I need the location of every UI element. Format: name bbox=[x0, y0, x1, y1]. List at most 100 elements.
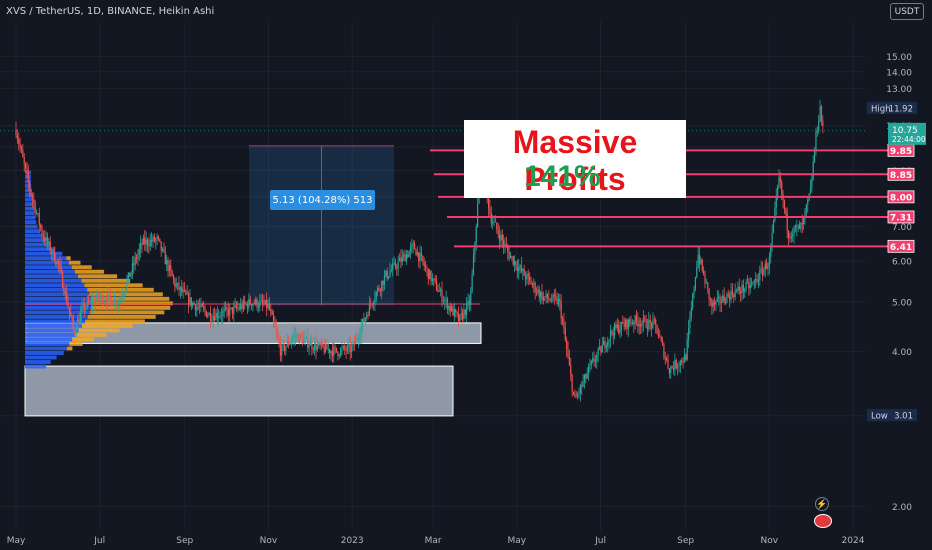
candle-body-522 bbox=[730, 290, 732, 300]
candle-body-50 bbox=[83, 304, 86, 310]
candle-body-312 bbox=[442, 301, 444, 302]
candle-body-355 bbox=[501, 235, 503, 241]
candle-body-354 bbox=[500, 235, 502, 241]
profile-bar-up-32 bbox=[25, 220, 37, 225]
candle-body-430 bbox=[604, 341, 606, 349]
candle-body-119 bbox=[178, 282, 180, 291]
candle-body-524 bbox=[733, 294, 735, 298]
candle-body-425 bbox=[597, 348, 599, 355]
candle-body-416 bbox=[585, 374, 587, 379]
candle-body-435 bbox=[611, 330, 613, 334]
candle-body-361 bbox=[509, 256, 512, 259]
candle-body-384 bbox=[541, 291, 543, 301]
candle-body-134 bbox=[198, 306, 201, 308]
candle-body-199 bbox=[287, 341, 290, 345]
lightning-icon[interactable]: ⚡ bbox=[815, 497, 829, 511]
candle-body-469 bbox=[657, 333, 660, 337]
candle-body-281 bbox=[400, 257, 402, 263]
candle-body-526 bbox=[735, 290, 738, 291]
candle-body-442 bbox=[620, 321, 623, 330]
candle-body-277 bbox=[394, 262, 397, 268]
profile-bar-up-14 bbox=[25, 301, 92, 306]
candle-body-334 bbox=[472, 254, 475, 275]
candle-body-349 bbox=[493, 221, 495, 223]
candle-body-46 bbox=[78, 319, 80, 323]
candle-body-12 bbox=[31, 195, 34, 199]
level-tag-0: 9.85 bbox=[890, 147, 912, 157]
profile-bar-up-38 bbox=[25, 193, 33, 197]
candle-body-321 bbox=[455, 309, 457, 312]
candle-body-356 bbox=[503, 240, 505, 246]
candle-body-405 bbox=[570, 365, 572, 375]
candle-body-183 bbox=[266, 299, 268, 308]
candle-body-512 bbox=[716, 297, 718, 301]
candle-body-218 bbox=[314, 342, 316, 350]
candle-body-225 bbox=[323, 346, 325, 353]
candle-body-350 bbox=[494, 221, 497, 223]
candle-body-404 bbox=[568, 356, 570, 366]
candle-body-209 bbox=[301, 336, 303, 344]
candle-body-243 bbox=[348, 344, 350, 346]
candle-body-541 bbox=[756, 278, 758, 282]
candle-body-444 bbox=[623, 323, 625, 327]
candle-body-292 bbox=[415, 249, 417, 256]
candle-body-192 bbox=[278, 337, 280, 344]
candle-body-308 bbox=[437, 290, 439, 292]
candle-body-185 bbox=[268, 303, 271, 310]
candle-body-45 bbox=[77, 319, 79, 330]
candle-body-116 bbox=[174, 279, 176, 287]
candle-body-25 bbox=[49, 241, 51, 252]
time-axis[interactable]: May Jul Sep Nov 2023 Mar May Jul Sep Nov 2024 bbox=[7, 536, 865, 546]
candle-body-377 bbox=[531, 284, 534, 286]
candle-body-398 bbox=[560, 301, 562, 319]
profile-bar-up-4 bbox=[25, 346, 67, 351]
candle-body-562 bbox=[785, 209, 787, 213]
candle-body-10 bbox=[29, 182, 31, 190]
candle-body-188 bbox=[272, 314, 275, 323]
candle-body-287 bbox=[408, 251, 410, 258]
candle-body-576 bbox=[804, 210, 806, 218]
candle-body-257 bbox=[367, 314, 369, 316]
currency-button[interactable]: USDT bbox=[890, 3, 924, 20]
price-axis[interactable]: 2.003.004.005.006.007.008.009.0010.0011.… bbox=[886, 53, 912, 513]
candle-body-412 bbox=[579, 385, 581, 394]
candle-body-118 bbox=[177, 282, 179, 285]
candle-body-583 bbox=[813, 150, 816, 162]
candle-body-490 bbox=[686, 339, 688, 360]
candle-body-66 bbox=[105, 301, 108, 304]
y-tick-label-10: 13.00 bbox=[886, 85, 912, 95]
candle-body-125 bbox=[186, 293, 188, 295]
candle-body-432 bbox=[607, 340, 609, 347]
measure-label: 5.13 (104.28%) 513 bbox=[270, 190, 375, 210]
candle-body-439 bbox=[616, 324, 618, 329]
candle-body-267 bbox=[381, 280, 383, 291]
candle-body-288 bbox=[409, 247, 412, 252]
candle-body-44 bbox=[75, 329, 77, 331]
candle-body-463 bbox=[649, 319, 651, 323]
candle-body-501 bbox=[701, 259, 703, 271]
candle-body-566 bbox=[790, 236, 792, 239]
candle-body-494 bbox=[692, 294, 694, 308]
candle-body-379 bbox=[534, 283, 536, 293]
candle-body-210 bbox=[303, 338, 305, 344]
candle-body-149 bbox=[219, 315, 221, 317]
candle-body-39 bbox=[68, 307, 71, 313]
candle-body-84 bbox=[130, 272, 132, 277]
candle-body-551 bbox=[770, 246, 772, 257]
candle-body-550 bbox=[768, 256, 770, 267]
candle-body-15 bbox=[35, 212, 38, 214]
candle-body-266 bbox=[379, 289, 381, 291]
candle-body-250 bbox=[357, 338, 360, 340]
candle-body-346 bbox=[489, 208, 491, 214]
candle-body-91 bbox=[140, 242, 142, 249]
candle-body-554 bbox=[774, 207, 776, 221]
candle-body-155 bbox=[227, 309, 229, 316]
candle-body-297 bbox=[422, 255, 424, 263]
candle-body-113 bbox=[170, 265, 172, 271]
us-flag-icon[interactable] bbox=[814, 514, 832, 528]
candle-body-289 bbox=[411, 244, 413, 248]
candle-body-63 bbox=[101, 294, 103, 304]
candle-body-458 bbox=[642, 317, 644, 324]
volume-profile bbox=[25, 170, 480, 369]
